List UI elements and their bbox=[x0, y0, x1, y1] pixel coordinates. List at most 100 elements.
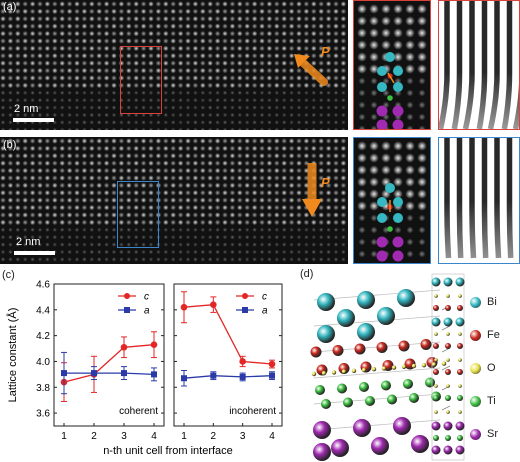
atom-sphere bbox=[381, 366, 387, 371]
atom-sphere bbox=[353, 419, 371, 437]
atom-sphere bbox=[387, 394, 397, 405]
atom-sphere bbox=[311, 371, 317, 377]
panel-annotation: incoherent bbox=[229, 406, 276, 417]
data-point-a bbox=[181, 375, 187, 382]
roi-box-a bbox=[120, 46, 162, 114]
scale-bar-a bbox=[13, 118, 54, 122]
atom-sphere bbox=[393, 417, 411, 435]
x-tick-label: 2 bbox=[91, 431, 97, 442]
atom-sphere bbox=[421, 363, 427, 368]
data-point-c bbox=[268, 360, 276, 368]
atom-sphere bbox=[361, 367, 367, 373]
atom-sphere bbox=[458, 410, 462, 414]
stem-image-a: (a) 2 nm P bbox=[0, 0, 348, 130]
atom-marker bbox=[376, 105, 388, 117]
x-tick-label: 4 bbox=[151, 431, 157, 442]
atom-sphere bbox=[371, 367, 377, 372]
atom-marker bbox=[392, 105, 404, 117]
y-tick-label: 3.8 bbox=[36, 383, 50, 394]
stem-b-lattice bbox=[0, 138, 347, 262]
atom-sphere bbox=[458, 294, 462, 298]
series-line-c bbox=[183, 304, 273, 365]
zoom-image-b bbox=[353, 137, 431, 264]
atom-sphere bbox=[357, 323, 375, 341]
panel-c-label: (c) bbox=[2, 269, 15, 281]
x-tick-label: 2 bbox=[211, 431, 217, 442]
atom-sphere bbox=[371, 437, 389, 455]
x-tick-label: 3 bbox=[240, 431, 246, 442]
perspective-structure bbox=[310, 289, 447, 461]
scale-bar-b bbox=[14, 251, 55, 255]
atom-legend-item: Fe bbox=[470, 329, 500, 341]
atom-sphere bbox=[431, 277, 441, 287]
atom-sphere bbox=[457, 395, 463, 401]
atom-sphere bbox=[331, 370, 337, 375]
atom-sphere bbox=[443, 421, 453, 431]
lattice-chart: Lattice constant (Å) 3.6 3.8 4.0 4.2 4.4 4.6 1 2… bbox=[6, 280, 283, 457]
atom-sphere bbox=[445, 343, 451, 349]
atom-sphere bbox=[337, 309, 355, 327]
data-point-c bbox=[210, 301, 217, 308]
atom-sphere bbox=[331, 439, 349, 457]
atom-sphere bbox=[313, 421, 331, 439]
atom-sphere bbox=[420, 339, 432, 350]
atom-sphere bbox=[411, 363, 417, 369]
panel-a-label: (a) bbox=[3, 1, 17, 13]
chart-panel-1: 1 2 3 4 ca coherent bbox=[53, 283, 165, 442]
atom-sphere bbox=[434, 294, 438, 298]
atom-swatch bbox=[470, 428, 481, 440]
atom-marker bbox=[393, 82, 403, 92]
atom-marker bbox=[392, 236, 404, 248]
legend-label: c bbox=[262, 292, 267, 303]
atom-sphere bbox=[457, 343, 463, 349]
atom-marker bbox=[393, 66, 403, 76]
data-point-c bbox=[180, 303, 188, 311]
atom-marker bbox=[377, 213, 387, 223]
atom-sphere bbox=[434, 332, 438, 336]
stem-image-b: (b) 2 nm P bbox=[0, 137, 348, 264]
atom-sphere bbox=[434, 384, 438, 388]
atom-sphere bbox=[458, 384, 462, 388]
stem-a-lattice bbox=[0, 1, 347, 130]
atom-sphere bbox=[315, 385, 325, 395]
scale-bar-label-a: 2 nm bbox=[14, 103, 39, 115]
atom-sphere bbox=[445, 395, 451, 401]
atom-sphere bbox=[409, 393, 419, 403]
atom-marker bbox=[376, 119, 388, 129]
atom-marker bbox=[377, 197, 387, 207]
y-axis-label: Lattice constant (Å) bbox=[6, 308, 19, 403]
atom-sphere bbox=[401, 364, 407, 369]
atom-sphere bbox=[445, 369, 451, 375]
zoom-a-atoms bbox=[357, 4, 427, 129]
atom-name: O bbox=[487, 362, 496, 374]
plot-frame bbox=[53, 283, 165, 427]
atom-marker bbox=[385, 183, 395, 193]
fringe-b-pattern bbox=[439, 138, 519, 263]
scale-bar-label-b: 2 nm bbox=[16, 236, 41, 248]
atom-sphere bbox=[434, 410, 438, 414]
atom-marker bbox=[377, 82, 387, 92]
atom-sphere bbox=[458, 332, 462, 336]
panel-b-label: (b) bbox=[3, 139, 17, 151]
atom-sphere bbox=[433, 435, 439, 441]
atom-columns bbox=[0, 1, 347, 130]
atom-sphere bbox=[431, 445, 441, 455]
atom-sphere bbox=[357, 291, 375, 309]
atom-sphere bbox=[431, 421, 441, 431]
atom-sphere bbox=[441, 361, 447, 366]
x-tick-label: 4 bbox=[269, 431, 275, 442]
atom-sphere bbox=[365, 396, 375, 406]
atom-marker bbox=[392, 250, 404, 262]
data-point-a bbox=[239, 373, 246, 380]
atom-marker bbox=[376, 236, 388, 248]
atom-sphere bbox=[310, 346, 322, 358]
y-tick-label: 4.0 bbox=[36, 357, 50, 368]
layer-column bbox=[431, 273, 465, 461]
atom-legend-item: Bi bbox=[470, 296, 497, 308]
atom-name: Bi bbox=[487, 296, 497, 308]
legend-label: c bbox=[144, 292, 149, 303]
roi-box-b bbox=[117, 181, 159, 248]
data-point-a bbox=[151, 371, 157, 378]
atom-sphere bbox=[425, 377, 435, 388]
atom-sphere bbox=[354, 343, 366, 355]
